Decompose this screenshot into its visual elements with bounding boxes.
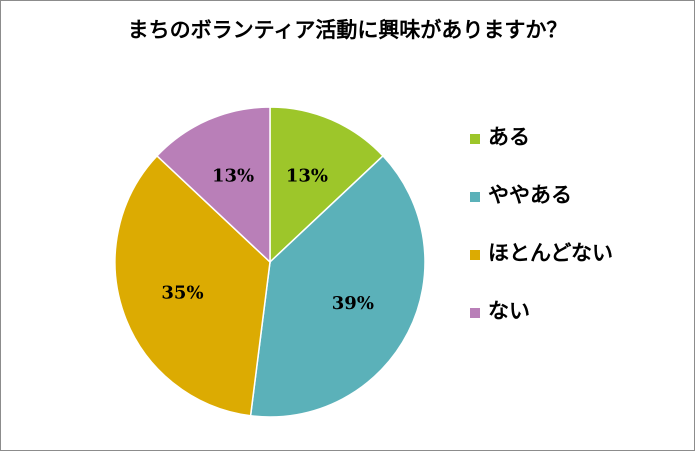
legend-swatch xyxy=(470,192,480,202)
pie-slice-3 xyxy=(114,154,271,417)
legend-swatch xyxy=(470,250,480,260)
legend-swatch xyxy=(470,308,480,318)
pie-slice-1 xyxy=(269,106,385,264)
legend-item-4: ない xyxy=(470,296,613,354)
chart-title: まちのボランティア活動に興味がありますか？ xyxy=(127,17,568,42)
legend-item-3: ほとんどない xyxy=(470,238,613,296)
legend-label: ある xyxy=(488,124,530,149)
legend-label: ほとんどない xyxy=(488,240,613,265)
pie-slice-2 xyxy=(249,154,426,418)
data-label-1: 13% xyxy=(286,166,328,187)
data-label-4: 13% xyxy=(212,166,254,187)
chart-legend: あるややあるほとんどない ない xyxy=(470,122,613,354)
legend-item-2: ややある xyxy=(470,180,613,238)
legend-item-1: ある xyxy=(470,122,613,180)
pie-data-labels: 13% 39% 35% 13% xyxy=(161,166,374,315)
pie-slices xyxy=(114,106,426,418)
legend-swatch xyxy=(470,134,480,144)
data-label-3: 35% xyxy=(161,283,203,304)
legend-label: ややある xyxy=(488,182,572,207)
data-label-2: 39% xyxy=(332,293,374,314)
pie-slice-4 xyxy=(155,106,271,264)
legend-label: ない xyxy=(488,298,530,323)
